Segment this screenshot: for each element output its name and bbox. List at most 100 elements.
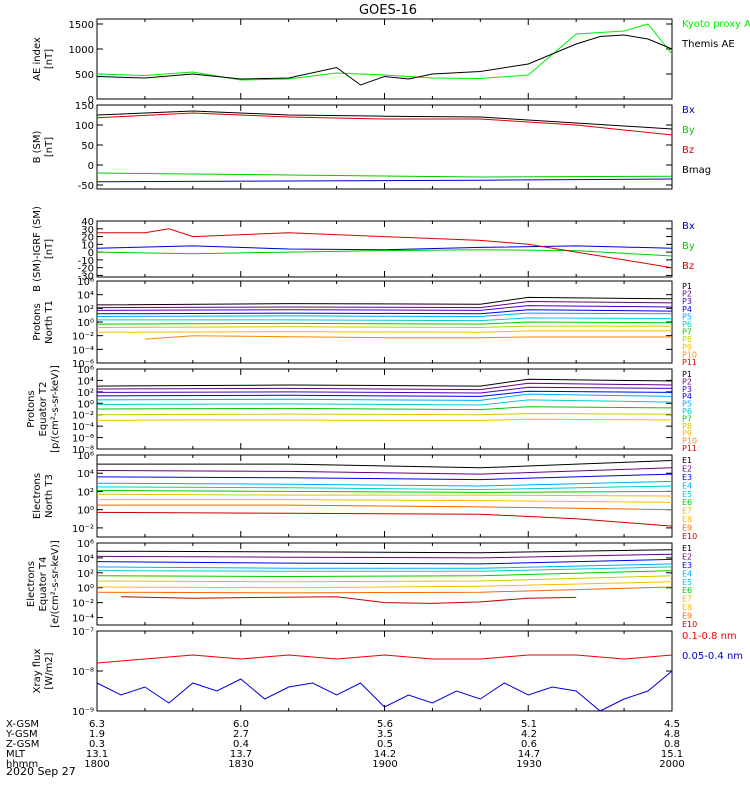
y-tick-label: 10⁻⁸: [72, 667, 94, 678]
y-axis-label: Equator T2: [38, 382, 49, 437]
y-tick-label: 40: [81, 217, 94, 228]
legend-entry: E3: [682, 473, 692, 482]
y-tick-label: 10²: [77, 487, 94, 498]
legend-entry: P2: [682, 290, 692, 299]
series-line-0-1-0-8-nm: [96, 654, 673, 664]
legend-entry: E10: [682, 620, 697, 629]
legend-entry: Bx: [682, 105, 695, 116]
series-line-p5: [96, 393, 673, 401]
series-line-p7: [96, 406, 673, 411]
y-tick-label: 150: [75, 101, 94, 112]
panel-frame: [96, 18, 673, 100]
orbit-value: 1800: [84, 759, 109, 770]
orbit-value: 1.9: [89, 729, 105, 740]
series-line-e4: [96, 563, 673, 569]
legend-entry: E1: [682, 456, 692, 465]
series-line-e3: [96, 558, 673, 565]
y-tick-label: 100: [75, 121, 94, 132]
legend-entry: P3: [682, 297, 692, 306]
series-line-e7: [96, 493, 673, 497]
y-tick-label: 10²: [77, 569, 94, 580]
series-line-p9: [96, 418, 673, 421]
orbit-value: 5.6: [377, 719, 393, 730]
legend-entry: E9: [682, 524, 692, 533]
orbit-row-label: Z-GSM: [6, 739, 39, 750]
legend-entry: E7: [682, 595, 692, 604]
orbit-value: 0.4: [233, 739, 249, 750]
orbit-value: 1830: [228, 759, 253, 770]
legend-entry: Bx: [682, 221, 695, 232]
orbit-value: 0.6: [521, 739, 537, 750]
legend-entry: Kyoto proxy AE: [682, 19, 750, 30]
y-tick-label: 10²: [77, 304, 94, 315]
y-tick-label: 0: [88, 161, 94, 172]
series-line-e2: [96, 553, 673, 559]
legend-entry: E5: [682, 490, 692, 499]
legend-entry: P9: [682, 343, 692, 352]
legend-entry: E8: [682, 603, 692, 612]
y-axis-label: [e/(cm²-s-sr-keV)]: [50, 540, 61, 628]
legend-entry: P4: [682, 392, 692, 401]
series-line-bmag: [96, 110, 673, 130]
legend-entry: P9: [682, 429, 692, 438]
y-axis-label: Protons: [26, 390, 37, 427]
y-axis-label: Electrons: [32, 473, 43, 519]
legend-entry: P7: [682, 328, 692, 337]
legend-entry: E10: [682, 532, 697, 541]
series-line-p4: [96, 309, 673, 315]
series-line-e4: [96, 480, 673, 487]
legend-entry: E2: [682, 552, 692, 561]
y-axis-label: [nT]: [44, 49, 55, 69]
orbit-value: 4.8: [664, 729, 680, 740]
y-tick-label: 10⁻⁸: [72, 445, 94, 456]
y-tick-label: 0: [88, 248, 94, 259]
orbit-value: 6.0: [233, 719, 249, 730]
legend-entry: P7: [682, 414, 692, 423]
series-line-p4: [96, 390, 673, 397]
legend-entry: E4: [682, 481, 692, 490]
legend-entry: Bmag: [682, 165, 711, 176]
legend-entry: E5: [682, 578, 692, 587]
legend-entry: P6: [682, 320, 692, 329]
legend-entry: E2: [682, 464, 692, 473]
panel-1: 0 500 1000 1500 AE index [nT] Kyoto proxy AE Th…: [32, 18, 750, 106]
legend-entry: 0.05-0.4 nm: [682, 651, 743, 662]
orbit-table: X-GSM 6.3 6.0 5.6 5.1 4.5 Y-GSM 1.9 2.7 3.5 4.2 4.8…: [5, 719, 685, 770]
orbit-value: 1930: [516, 759, 541, 770]
series-line-e7: [96, 575, 673, 583]
series-line-p10: [144, 335, 672, 340]
series-line-e3: [96, 473, 673, 481]
series-line-e6: [96, 490, 673, 493]
orbit-value: 14.7: [518, 749, 540, 760]
series-line-p2: [96, 382, 673, 391]
legend-entry: Bz: [682, 145, 694, 156]
series-line-bz: [96, 112, 673, 136]
y-tick-label: 10⁻²: [72, 524, 94, 535]
legend-entry: P11: [682, 358, 697, 367]
series-line-p9: [96, 330, 672, 333]
y-tick-label: 10⁰: [77, 399, 94, 410]
legend-entry: P5: [682, 312, 692, 321]
legend-entry: P8: [682, 422, 692, 431]
panel-2: -50 0 50 100 150 B (SM) [nT] Bx By Bz Bmag: [32, 101, 711, 192]
series-line-bx: [96, 245, 673, 251]
y-axis-label: B (SM): [32, 130, 43, 163]
series-line-p3: [96, 386, 673, 394]
legend-entry: P1: [682, 370, 692, 379]
legend-entry: 0.1-0.8 nm: [682, 631, 737, 642]
series-line-0-05-0-4-nm: [96, 670, 673, 712]
orbit-value: 4.5: [664, 719, 680, 730]
y-axis-label: North T1: [44, 300, 55, 344]
series-line-p6: [97, 317, 673, 322]
plot-title: GOES-16: [359, 3, 417, 18]
y-axis-label: B (SM)-IGRF (SM): [32, 206, 43, 292]
legend-entry: E3: [682, 561, 692, 570]
legend-entry: P10: [682, 350, 697, 359]
y-tick-label: -10: [78, 256, 94, 267]
legend-entry: E7: [682, 507, 692, 516]
series-line-e9: [96, 586, 673, 594]
series-line-e2: [96, 467, 673, 475]
y-tick-label: 20: [81, 233, 94, 244]
series-line-bz: [97, 228, 673, 269]
